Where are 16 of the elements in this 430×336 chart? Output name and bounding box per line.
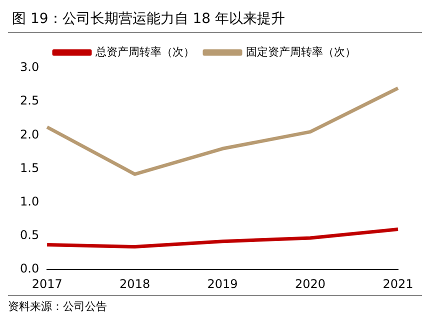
y-tick-label: 2.0: [20, 127, 40, 142]
x-tick-label: 2020: [295, 276, 326, 291]
text: 资料来源：公司公告: [8, 299, 108, 314]
y-tick-label: 0.0: [20, 262, 40, 276]
y-tick-label: 3.0: [20, 60, 40, 74]
y-tick-label: 0.5: [20, 228, 40, 242]
x-tick-label: 2018: [120, 276, 150, 291]
x-tick-label: 2021: [382, 276, 414, 291]
chart-title: 图 19：公司长期营运能力自 18 年以来提升: [8, 8, 422, 33]
x-tick-label: 2019: [207, 276, 238, 291]
legend-label: 总资产周转率（次）: [94, 45, 194, 58]
legend-label: 固定资产周转率（次）: [246, 45, 356, 58]
y-tick-label: 1.0: [20, 194, 40, 209]
y-tick-label: 2.5: [20, 94, 40, 108]
x-tick-label: 2017: [32, 276, 62, 291]
y-tick-label: 1.5: [20, 160, 40, 175]
